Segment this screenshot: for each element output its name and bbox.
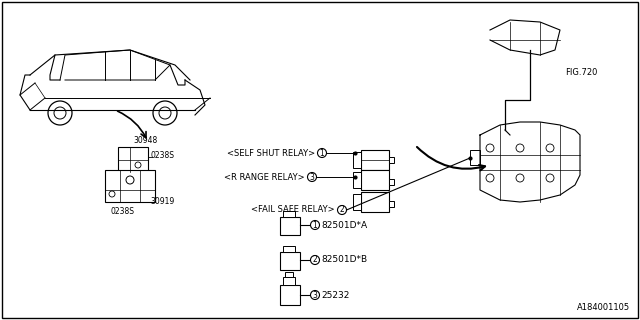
Text: <FAIL SAFE RELAY>: <FAIL SAFE RELAY> bbox=[252, 205, 335, 214]
Text: 0238S: 0238S bbox=[150, 150, 174, 159]
Bar bbox=[280, 217, 300, 235]
Bar bbox=[353, 152, 361, 168]
Text: 30919: 30919 bbox=[150, 197, 174, 206]
Text: 25232: 25232 bbox=[321, 291, 349, 300]
Circle shape bbox=[546, 144, 554, 152]
Text: 82501D*B: 82501D*B bbox=[321, 255, 367, 265]
Circle shape bbox=[54, 107, 66, 119]
Circle shape bbox=[486, 144, 494, 152]
Bar bbox=[283, 211, 295, 217]
Text: 2: 2 bbox=[340, 205, 344, 214]
Circle shape bbox=[153, 101, 177, 125]
Text: 2: 2 bbox=[312, 255, 317, 265]
Bar bbox=[470, 150, 480, 165]
FancyBboxPatch shape bbox=[118, 147, 148, 172]
Circle shape bbox=[486, 174, 494, 182]
Circle shape bbox=[546, 174, 554, 182]
Text: <SELF SHUT RELAY>: <SELF SHUT RELAY> bbox=[227, 148, 315, 157]
Circle shape bbox=[307, 172, 317, 181]
Text: A184001105: A184001105 bbox=[577, 303, 630, 312]
Text: 3: 3 bbox=[310, 172, 314, 181]
Bar bbox=[280, 285, 300, 305]
Text: 30948: 30948 bbox=[133, 135, 157, 145]
Circle shape bbox=[109, 191, 115, 197]
Circle shape bbox=[310, 255, 319, 265]
Text: 3: 3 bbox=[312, 291, 317, 300]
Text: 82501D*A: 82501D*A bbox=[321, 220, 367, 229]
Text: 1: 1 bbox=[312, 220, 317, 229]
FancyBboxPatch shape bbox=[105, 170, 155, 202]
Circle shape bbox=[317, 148, 326, 157]
Circle shape bbox=[310, 291, 319, 300]
Circle shape bbox=[337, 205, 346, 214]
Circle shape bbox=[48, 101, 72, 125]
Text: FIG.720: FIG.720 bbox=[565, 68, 597, 76]
Bar bbox=[389, 201, 394, 207]
Bar bbox=[389, 179, 394, 185]
Circle shape bbox=[310, 220, 319, 229]
Circle shape bbox=[516, 144, 524, 152]
Bar bbox=[283, 246, 295, 252]
Bar bbox=[283, 277, 295, 285]
Text: <R RANGE RELAY>: <R RANGE RELAY> bbox=[225, 172, 305, 181]
Bar bbox=[353, 172, 361, 188]
Bar bbox=[389, 157, 394, 163]
Bar bbox=[353, 194, 361, 210]
Bar bbox=[361, 170, 389, 190]
Circle shape bbox=[126, 176, 134, 184]
Circle shape bbox=[516, 174, 524, 182]
Bar bbox=[361, 150, 389, 170]
Circle shape bbox=[159, 107, 171, 119]
Bar bbox=[280, 252, 300, 270]
Circle shape bbox=[135, 162, 141, 168]
Text: 1: 1 bbox=[319, 148, 324, 157]
Bar bbox=[361, 192, 389, 212]
Bar bbox=[285, 272, 293, 277]
Text: 0238S: 0238S bbox=[110, 207, 134, 217]
